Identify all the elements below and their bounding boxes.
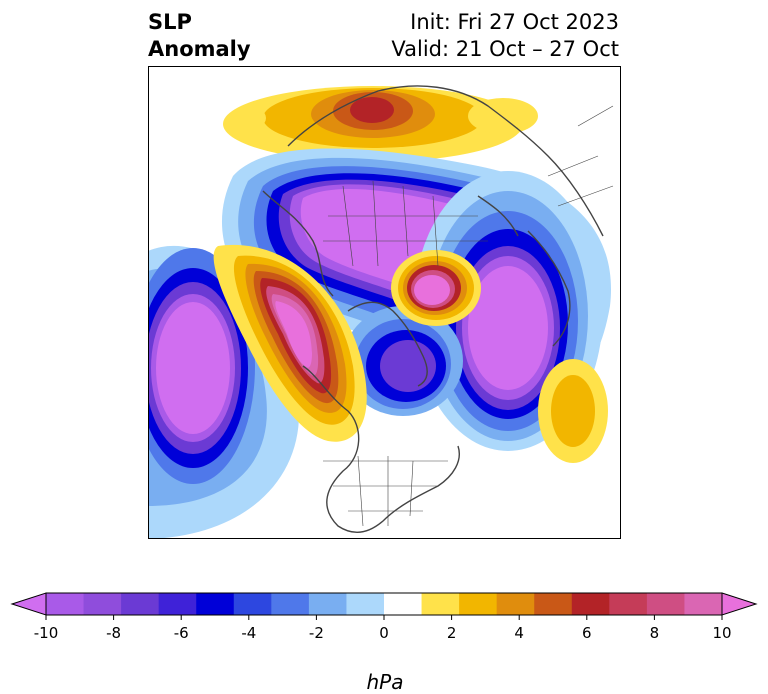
colorbar-bin [158, 593, 197, 615]
colorbar-bin [233, 593, 272, 615]
title-variable-line2: Anomaly [148, 37, 251, 61]
colorbar-bin [46, 593, 85, 615]
colorbar-ticks: -10 -8 -6 -4 -2 0 2 4 6 8 10 [34, 615, 732, 642]
colorbar-bin [421, 593, 460, 615]
colorbar-bin [308, 593, 347, 615]
title-variable-line1: SLP [148, 10, 192, 34]
colorbar-tick-label: -8 [106, 624, 121, 642]
valid-date-label: Valid: 21 Oct – 27 Oct [391, 37, 619, 61]
colorbar-tick-label: 2 [447, 624, 457, 642]
colorbar-bin [196, 593, 235, 615]
map-frame [148, 66, 621, 539]
negative-anomaly-hudson-bay [343, 306, 463, 416]
colorbar-low-extend [10, 592, 47, 616]
colorbar-bin [271, 593, 310, 615]
colorbar-bin [384, 593, 423, 615]
map-title: SLP Anomaly [148, 9, 251, 63]
map-dates: Init: Fri 27 Oct 2023 Valid: 21 Oct – 27… [391, 9, 619, 63]
colorbar-bin [121, 593, 160, 615]
positive-anomaly-greenland [391, 250, 481, 326]
colorbar-bin [496, 593, 535, 615]
colorbar-tick-label: -6 [174, 624, 189, 642]
colorbar-tick-label: 4 [514, 624, 524, 642]
colorbar-bin [83, 593, 122, 615]
colorbar-bin [684, 593, 723, 615]
positive-anomaly-central-asia-east [230, 98, 538, 134]
colorbar-bin [609, 593, 648, 615]
positive-anomaly-north-atlantic [538, 359, 608, 463]
colorbar-tick-label: 0 [379, 624, 389, 642]
colorbar-bin [646, 593, 685, 615]
colorbar-unit-label: hPa [366, 670, 404, 694]
colorbar-bin [571, 593, 610, 615]
colorbar-bins [46, 593, 723, 615]
colorbar-tick-label: 10 [712, 624, 731, 642]
colorbar-bin [346, 593, 385, 615]
political-borders [323, 105, 614, 527]
colorbar: -10 -8 -6 -4 -2 0 2 4 6 8 10 [10, 592, 758, 642]
anomaly-field [148, 85, 614, 539]
colorbar-bin [534, 593, 573, 615]
colorbar-bin [459, 593, 498, 615]
init-date-label: Init: Fri 27 Oct 2023 [410, 10, 619, 34]
slp-anomaly-map [148, 66, 621, 539]
colorbar-high-extend [721, 592, 758, 616]
colorbar-tick-label: -2 [309, 624, 324, 642]
colorbar-tick-label: -4 [241, 624, 256, 642]
positive-anomaly-central-asia [223, 86, 523, 162]
colorbar-tick-label: 8 [650, 624, 660, 642]
colorbar-tick-label: -10 [34, 624, 59, 642]
colorbar-tick-label: 6 [582, 624, 592, 642]
